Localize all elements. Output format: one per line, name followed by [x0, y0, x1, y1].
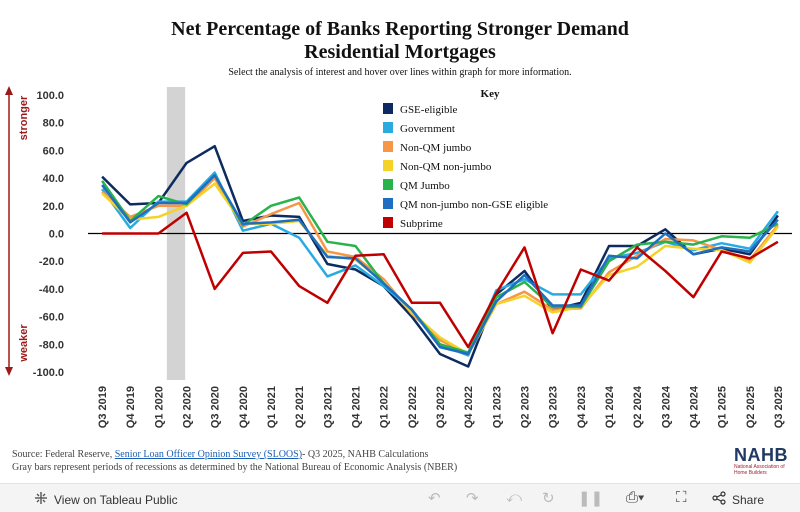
y-tick-label: -60.0 — [39, 312, 64, 324]
y-tick-label: 100.0 — [36, 90, 64, 102]
share-label: Share — [732, 492, 765, 507]
legend-swatch[interactable] — [383, 160, 393, 171]
legend-swatch[interactable] — [383, 141, 393, 152]
nahb-logo-text: National Association of Home Builders — [734, 464, 785, 476]
y-tick-label: -40.0 — [39, 284, 64, 296]
series-line-6[interactable] — [102, 211, 779, 349]
x-tick-label: Q1 2023 — [491, 386, 503, 428]
x-tick-label: Q4 2023 — [576, 386, 588, 428]
source-line: Source: Federal Reserve, Senior Loan Off… — [12, 449, 428, 460]
fullscreen-icon[interactable]: ⛶ — [676, 489, 687, 506]
pause-icon[interactable]: ❚❚ — [578, 490, 604, 507]
y-tick-label: -100.0 — [33, 367, 64, 379]
x-tick-label: Q3 2023 — [548, 386, 560, 428]
x-tick-label: Q2 2020 — [182, 386, 194, 428]
nahb-logo-mark: NAHB — [734, 445, 788, 465]
share-button[interactable]: Share — [712, 491, 764, 508]
sloos-link[interactable]: Senior Loan Officer Opinion Survey (SLOO… — [114, 449, 303, 460]
x-tick-label: Q1 2020 — [153, 386, 165, 428]
x-tick-label: Q2 2021 — [294, 386, 306, 428]
y-tick-label: 0.0 — [49, 229, 64, 241]
source-prefix: Source: Federal Reserve, — [12, 449, 115, 460]
legend-label: QM non-jumbo non-GSE eligible — [400, 199, 548, 211]
x-tick-label: Q3 2022 — [435, 386, 447, 428]
x-tick-label: Q1 2021 — [266, 386, 278, 428]
x-tick-label: Q4 2021 — [351, 386, 363, 428]
legend-label: Non-QM jumbo — [400, 142, 472, 154]
refresh-icon[interactable]: ↻ — [542, 490, 555, 507]
line-chart[interactable]: 100.0 80.0 60.0 40.0 20.0 0.0 -20.0 -40.0 -60.0 -… — [0, 80, 800, 450]
legend-swatch[interactable] — [383, 122, 393, 133]
view-on-tableau-label: View on Tableau Public — [54, 492, 178, 507]
x-tick-label: Q3 2021 — [322, 386, 334, 428]
source-suffix: - Q3 2025, NAHB Calculations — [302, 449, 429, 460]
nahb-logo: NAHB National Association of Home Builde… — [734, 446, 794, 476]
legend-label: Subprime — [400, 218, 443, 230]
x-tick-label: Q2 2025 — [745, 386, 757, 428]
series-line-2[interactable] — [101, 176, 779, 356]
redo-icon[interactable]: ↷ — [466, 490, 479, 507]
x-tick-label: Q1 2022 — [379, 386, 391, 428]
y-tick-label: -80.0 — [39, 339, 64, 351]
up-arrow-icon — [5, 86, 13, 95]
recession-note: Gray bars represent periods of recession… — [12, 462, 458, 473]
x-tick-label: Q2 2023 — [519, 386, 531, 428]
x-tick-label: Q3 2020 — [210, 386, 222, 428]
weaker-label: weaker — [18, 324, 30, 363]
x-tick-label: Q1 2025 — [717, 386, 729, 428]
chart-title-line-2: Residential Mortgages — [304, 41, 496, 63]
x-tick-label: Q2 2024 — [632, 385, 644, 428]
down-arrow-icon — [5, 367, 13, 376]
x-tick-label: Q4 2024 — [688, 385, 700, 428]
legend-swatch[interactable] — [383, 103, 393, 114]
legend-label: Government — [400, 123, 455, 135]
view-on-tableau-public-button[interactable]: View on Tableau Public — [34, 491, 178, 508]
y-tick-label: 60.0 — [43, 145, 64, 157]
undo-icon[interactable]: ↶ — [428, 490, 441, 507]
series-line-0[interactable] — [101, 144, 779, 368]
tableau-toolbar: View on Tableau Public ↶ ↷ ⤺ ↻ ❚❚ ⎙▾ ⛶ S… — [0, 483, 800, 512]
chart-title-line-1: Net Percentage of Banks Reporting Strong… — [171, 18, 629, 40]
tableau-logo-icon — [34, 491, 48, 508]
series-line-5[interactable] — [101, 174, 779, 356]
legend-title: Key — [481, 88, 500, 100]
x-tick-label: Q4 2020 — [238, 386, 250, 428]
x-tick-label: Q2 2022 — [407, 386, 419, 428]
chart-subtitle: Select the analysis of interest and hove… — [228, 67, 572, 78]
download-icon[interactable]: ⎙▾ — [626, 489, 645, 506]
share-icon — [712, 491, 726, 508]
x-tick-label: Q3 2025 — [773, 386, 785, 428]
x-tick-label: Q4 2022 — [463, 386, 475, 428]
series-line-3[interactable] — [101, 182, 779, 356]
legend-swatch[interactable] — [383, 217, 393, 228]
x-tick-label: Q4 2019 — [125, 386, 137, 428]
x-tick-label: Q3 2024 — [660, 385, 672, 428]
legend-label: Non-QM non-jumbo — [400, 161, 492, 173]
x-tick-label: Q3 2019 — [97, 386, 109, 428]
stronger-label: stronger — [18, 95, 30, 140]
y-tick-label: 20.0 — [43, 201, 64, 213]
legend-label: QM Jumbo — [400, 180, 450, 192]
y-tick-label: 80.0 — [43, 118, 64, 130]
legend-swatch[interactable] — [383, 198, 393, 209]
y-tick-label: 40.0 — [43, 173, 64, 185]
x-tick-label: Q1 2024 — [604, 385, 616, 428]
legend-label: GSE-eligible — [400, 104, 458, 116]
y-tick-label: -20.0 — [39, 256, 64, 268]
legend-swatch[interactable] — [383, 179, 393, 190]
revert-icon[interactable]: ⤺ — [506, 489, 523, 506]
